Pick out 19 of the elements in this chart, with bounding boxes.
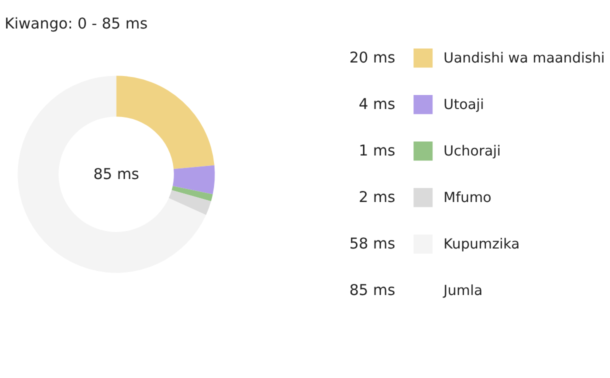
legend-label: Mfumo bbox=[444, 190, 492, 206]
donut-slice bbox=[172, 165, 215, 194]
text: 85 ms bbox=[93, 164, 140, 183]
data-label: 4 ms bbox=[358, 95, 396, 114]
legend-label: Uandishi wa maandishi bbox=[444, 50, 605, 67]
donut-slice bbox=[18, 76, 206, 273]
data-label: 20 ms bbox=[349, 48, 396, 67]
donut-slice bbox=[172, 186, 213, 202]
legend-label: Uchoraji bbox=[444, 144, 501, 160]
data-label: 58 ms bbox=[349, 234, 396, 253]
legend-label: Kupumzika bbox=[444, 236, 520, 253]
text: Jumla bbox=[442, 283, 482, 300]
chart-title: Kiwango: 0 - 85 ms bbox=[4, 14, 148, 32]
data-label: 1 ms bbox=[358, 142, 396, 160]
donut-slice bbox=[168, 190, 212, 215]
text: 85 ms bbox=[349, 281, 396, 300]
data-label: 2 ms bbox=[358, 188, 396, 206]
donut-slice bbox=[116, 76, 214, 169]
legend-label: Utoaji bbox=[444, 97, 484, 114]
